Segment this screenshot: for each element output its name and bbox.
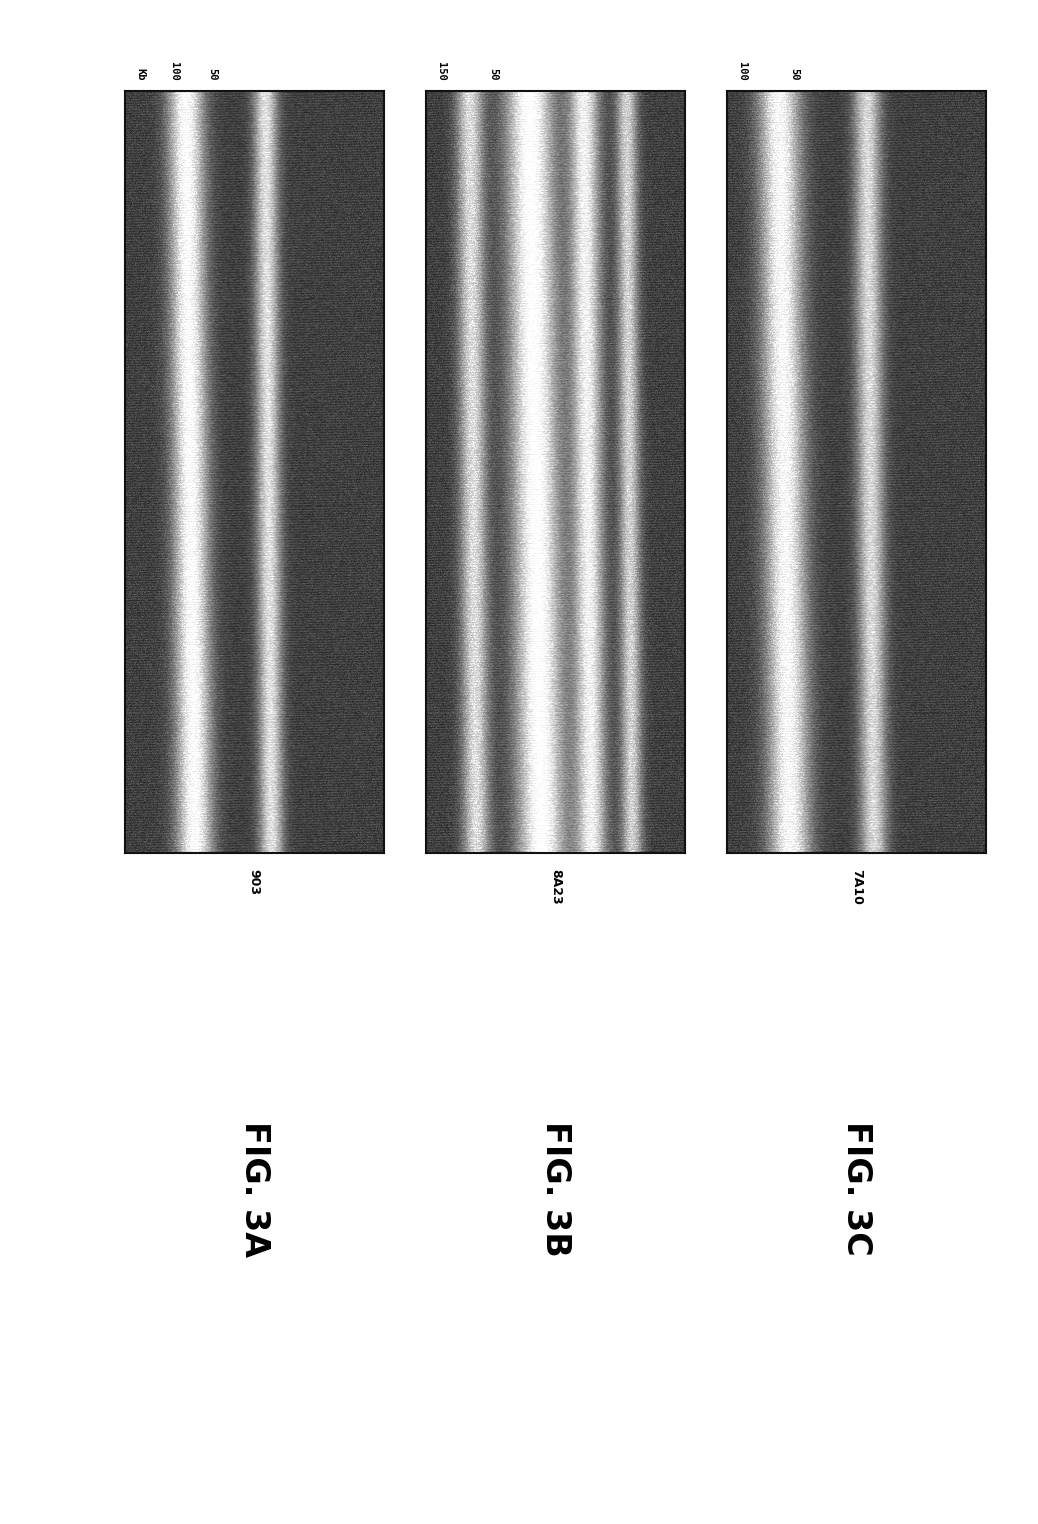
Text: 50: 50: [208, 69, 218, 81]
Text: FIG. 3C: FIG. 3C: [840, 1122, 873, 1256]
Text: 100: 100: [737, 62, 747, 81]
Text: 7A10: 7A10: [850, 869, 863, 905]
Text: 150: 150: [436, 62, 446, 81]
Text: FIG. 3B: FIG. 3B: [539, 1120, 572, 1257]
Text: 50: 50: [488, 69, 498, 81]
Text: 100: 100: [168, 62, 179, 81]
Text: Kb: Kb: [135, 69, 145, 81]
Text: 50: 50: [789, 69, 799, 81]
Text: 8A23: 8A23: [549, 869, 562, 904]
Text: FIG. 3A: FIG. 3A: [238, 1120, 271, 1257]
Text: 903: 903: [248, 869, 261, 895]
